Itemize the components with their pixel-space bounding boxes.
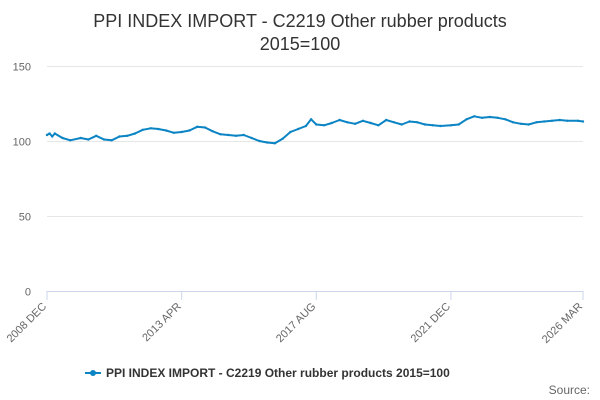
data-point[interactable] (511, 121, 515, 124)
data-point[interactable] (457, 123, 460, 126)
data-point[interactable] (242, 133, 245, 137)
data-point[interactable] (576, 119, 579, 123)
data-point[interactable] (45, 133, 49, 137)
data-point[interactable] (118, 135, 121, 138)
data-point[interactable] (79, 136, 82, 140)
data-point[interactable] (431, 124, 434, 127)
data-point[interactable] (504, 118, 507, 121)
data-point[interactable] (439, 124, 442, 128)
legend[interactable]: PPI INDEX IMPORT - C2219 Other rubber pr… (85, 366, 450, 380)
chart-subtitle: 2015=100 (260, 34, 341, 54)
data-point[interactable] (281, 137, 284, 140)
legend-marker-icon (90, 370, 96, 376)
data-point[interactable] (203, 126, 207, 129)
data-point[interactable] (95, 134, 98, 137)
data-point[interactable] (361, 119, 365, 123)
y-tick-label: 50 (19, 212, 31, 224)
x-tick-label: 2013 APR (140, 301, 184, 345)
data-point[interactable] (496, 116, 499, 120)
data-point[interactable] (423, 123, 427, 126)
legend-label: PPI INDEX IMPORT - C2219 Other rubber pr… (106, 366, 450, 380)
data-point[interactable] (87, 138, 90, 141)
data-point[interactable] (488, 115, 491, 119)
series-line[interactable] (46, 115, 584, 145)
data-point[interactable] (543, 120, 546, 123)
data-point[interactable] (289, 130, 292, 134)
x-axis: 2008 DEC 2013 APR 2017 AUG 2021 DEC 2026 MAR (5, 291, 585, 346)
data-point[interactable] (48, 132, 51, 135)
x-tick-label: 2008 DEC (5, 301, 49, 345)
series-group (45, 115, 585, 145)
data-point[interactable] (164, 129, 168, 132)
data-point[interactable] (172, 131, 176, 134)
x-tick-label: 2017 AUG (274, 301, 318, 345)
data-point[interactable] (566, 119, 569, 123)
source-credit[interactable]: Source: (549, 383, 590, 397)
data-point[interactable] (377, 124, 380, 127)
data-point[interactable] (141, 128, 144, 131)
data-point[interactable] (322, 124, 326, 127)
data-point[interactable] (133, 132, 137, 135)
data-point[interactable] (258, 139, 261, 143)
data-point[interactable] (558, 118, 561, 122)
data-point[interactable] (219, 133, 222, 136)
data-point[interactable] (273, 142, 277, 145)
data-point[interactable] (527, 123, 530, 126)
data-point[interactable] (369, 121, 372, 125)
data-point[interactable] (234, 134, 238, 137)
data-point[interactable] (346, 121, 349, 124)
data-point[interactable] (550, 119, 554, 123)
data-point[interactable] (53, 132, 56, 135)
data-point[interactable] (449, 124, 453, 127)
data-point[interactable] (61, 136, 64, 140)
data-point[interactable] (416, 121, 419, 124)
data-point[interactable] (353, 122, 357, 126)
data-point[interactable] (581, 120, 585, 123)
data-point[interactable] (250, 136, 253, 140)
data-point[interactable] (110, 139, 113, 142)
data-point[interactable] (180, 130, 183, 134)
data-point[interactable] (315, 123, 318, 126)
data-point[interactable] (157, 127, 160, 131)
y-axis: 0 50 100 150 (13, 62, 31, 299)
x-tick-label: 2026 MAR (540, 301, 585, 346)
data-point[interactable] (408, 120, 411, 123)
y-tick-label: 100 (13, 137, 31, 149)
data-point[interactable] (385, 118, 388, 122)
data-point[interactable] (51, 135, 54, 138)
data-point[interactable] (227, 133, 230, 137)
x-tick-label: 2021 DEC (409, 301, 453, 345)
y-tick-label: 0 (25, 287, 31, 299)
grid-lines (47, 66, 583, 217)
data-point[interactable] (392, 121, 396, 124)
data-point[interactable] (480, 116, 484, 120)
data-point[interactable] (188, 129, 191, 132)
data-point[interactable] (535, 121, 538, 124)
chart-title: PPI INDEX IMPORT - C2219 Other rubber pr… (93, 11, 507, 31)
data-point[interactable] (265, 141, 269, 144)
data-point[interactable] (297, 127, 300, 131)
data-point[interactable] (69, 139, 72, 142)
data-point[interactable] (149, 127, 152, 130)
data-point[interactable] (309, 118, 313, 121)
data-point[interactable] (304, 124, 308, 128)
data-point[interactable] (102, 138, 106, 141)
data-point[interactable] (473, 115, 476, 118)
data-point[interactable] (196, 125, 199, 128)
data-point[interactable] (211, 130, 214, 133)
data-point[interactable] (400, 123, 403, 126)
data-point[interactable] (330, 121, 333, 125)
data-point[interactable] (465, 118, 468, 121)
data-point[interactable] (126, 134, 129, 137)
y-tick-label: 150 (13, 62, 31, 74)
data-point[interactable] (338, 118, 341, 122)
data-point[interactable] (519, 122, 523, 126)
